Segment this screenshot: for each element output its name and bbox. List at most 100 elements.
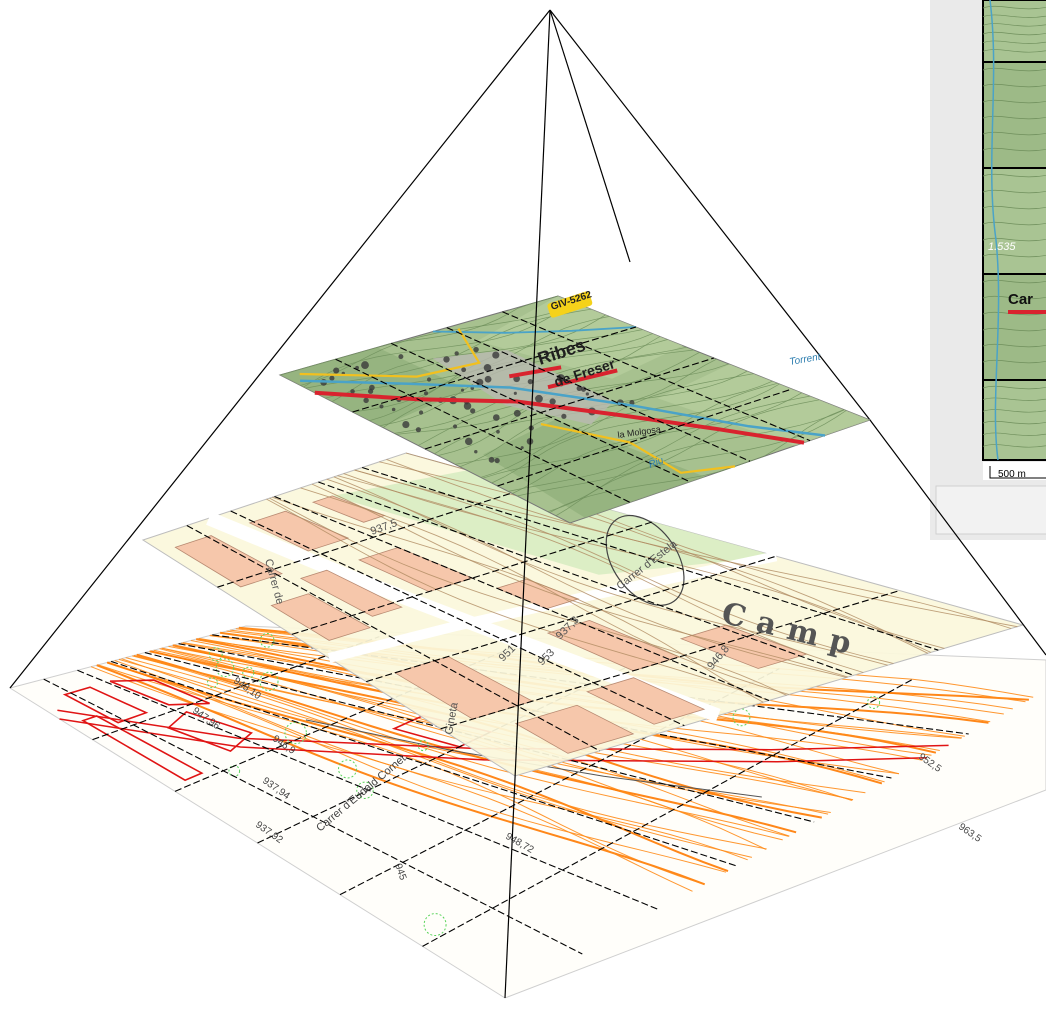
inset-contour	[982, 189, 1046, 194]
inset-river	[989, 0, 1000, 461]
urban-street-label: Gineta	[443, 701, 461, 736]
urban-grid-line	[291, 521, 653, 635]
pyramid-left-edge	[9, 9, 551, 689]
building-dot	[363, 397, 369, 404]
inset-contour	[982, 295, 1046, 300]
pyramid-right-edge-upper	[549, 9, 871, 421]
building-dot	[585, 392, 589, 396]
inset-contour	[982, 5, 1046, 10]
river-label: Torrent	[789, 351, 823, 367]
road-shield	[547, 291, 593, 318]
town-underline	[508, 365, 562, 379]
vegetation	[215, 658, 235, 678]
building-dot	[488, 456, 495, 463]
inset-contour	[982, 205, 1046, 210]
urban-grid-line	[366, 555, 777, 683]
topo-grid-line	[497, 388, 793, 487]
contour-line	[279, 295, 559, 376]
building-dot	[402, 421, 410, 429]
urban-grid-line	[230, 510, 685, 727]
inset-contour	[982, 147, 1046, 152]
building-block	[174, 535, 283, 588]
building-dot	[483, 363, 492, 372]
contour-line	[106, 661, 729, 873]
inset-contour	[982, 385, 1046, 390]
stream	[432, 326, 637, 334]
contour-line	[508, 395, 810, 492]
urban-grid-line	[362, 466, 939, 651]
vegetation	[423, 913, 447, 937]
building-block	[299, 569, 403, 617]
inset-contour	[982, 432, 1046, 436]
contour-line	[354, 469, 894, 664]
inset-contour	[982, 99, 1046, 104]
hill-outline	[605, 514, 685, 606]
contour-line	[482, 382, 778, 479]
inset-contour	[982, 173, 1046, 178]
building-dot	[361, 361, 369, 369]
contour-line	[549, 409, 845, 513]
vegetation	[356, 781, 374, 799]
topographic-tile-grid	[335, 311, 811, 503]
contour-line	[266, 498, 769, 702]
inset-contour	[982, 83, 1046, 88]
building-dot	[379, 404, 384, 409]
building-dot	[492, 414, 500, 421]
topographic-features	[279, 295, 870, 518]
contour-line	[332, 314, 606, 402]
vegetation	[284, 721, 307, 745]
urban-grid-line	[186, 525, 600, 752]
river	[300, 379, 826, 437]
topographic-layer: GIV-5262 Ribes de Freser Torrent la Molg…	[278, 289, 872, 524]
building-dot	[443, 356, 450, 363]
building-block	[248, 510, 350, 552]
contour-line	[269, 497, 787, 696]
contour-line	[311, 483, 849, 678]
inset-contour	[982, 343, 1046, 348]
building-dot	[476, 378, 484, 386]
inset-contour	[982, 40, 1046, 44]
urban-grid-line	[318, 481, 854, 676]
contour-line	[272, 496, 764, 703]
pyramid-back-edges	[549, 9, 871, 421]
inset-contour	[982, 397, 1046, 401]
inset-contour	[982, 67, 1046, 72]
building-dot	[484, 375, 492, 383]
main-road	[314, 390, 805, 445]
contour-line	[300, 303, 579, 386]
vegetation	[259, 671, 279, 691]
inset-contour	[982, 221, 1046, 226]
building-dot	[452, 424, 458, 429]
inset-contour	[982, 409, 1046, 413]
terrain-patch	[657, 364, 870, 446]
building-dot	[492, 351, 500, 359]
pyramid-back-edge	[549, 9, 631, 263]
inset-contour	[982, 131, 1046, 136]
urban-grid-line	[274, 495, 770, 702]
inset-contour	[982, 237, 1046, 242]
building-dot	[513, 391, 517, 395]
inset-scale-box	[983, 462, 1046, 480]
inset-contour	[982, 49, 1046, 53]
topo-grid-line	[424, 357, 715, 450]
contour-line	[480, 380, 773, 478]
building-dot	[461, 367, 467, 373]
vegetation	[867, 695, 881, 709]
pyramid-right-edge-lower	[869, 419, 1046, 656]
river-label-2: Riu	[647, 455, 665, 471]
urban-area	[432, 350, 614, 425]
building-dot	[454, 351, 459, 356]
inset-footer	[935, 485, 1046, 535]
building-outline	[109, 679, 210, 706]
building-dot	[333, 367, 340, 374]
building-dot	[415, 427, 421, 433]
vegetation	[732, 708, 751, 727]
contour-line	[333, 476, 888, 666]
street-edge	[59, 718, 928, 763]
contour-line	[303, 302, 576, 388]
inset-scale-label: 500 m	[998, 469, 1026, 480]
terrain-patch	[483, 419, 705, 518]
building-dot	[350, 389, 355, 394]
contour-line	[343, 473, 928, 654]
